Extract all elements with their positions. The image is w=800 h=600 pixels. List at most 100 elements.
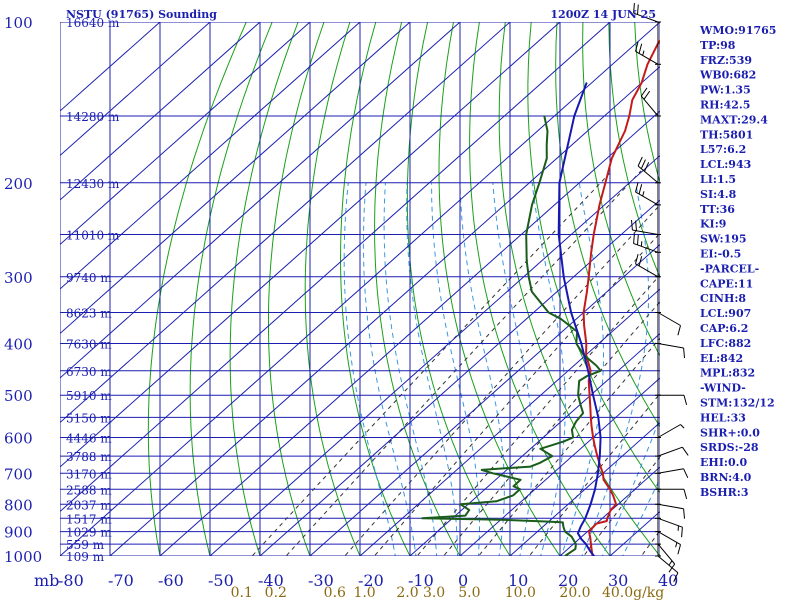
pressure-tick-label: 900: [4, 524, 33, 542]
temperature-point: [595, 523, 597, 525]
dry-adiabat: [608, 22, 660, 279]
temperature-point: [590, 370, 592, 372]
temperature-tick-label: 30: [608, 571, 628, 590]
temperature-point: [598, 204, 601, 206]
dewpoint-point: [548, 311, 550, 314]
station-title: NSTU (91765) Sounding: [66, 8, 217, 21]
pressure-tick-label: 1000: [4, 548, 42, 566]
height-label: 559 m: [66, 538, 105, 552]
index-item: SI:4.8: [700, 188, 737, 201]
mixing-ratio-label: 10.0: [505, 585, 536, 600]
temperature-point: [606, 517, 608, 519]
temperature-point: [590, 543, 592, 545]
temperature-point: [624, 130, 626, 132]
dewpoint-point: [526, 260, 528, 262]
temperature-tick-label: 10: [508, 571, 528, 590]
wind-barb: [657, 517, 683, 538]
wind-barb-column: [631, 3, 689, 583]
dewpoint-point: [500, 519, 502, 521]
height-label: 1029 m: [66, 526, 112, 540]
dewpoint-point: [481, 469, 483, 471]
dewpoint-point: [512, 485, 515, 487]
mixing-ratio-label: 3.0: [423, 585, 445, 600]
dry-adiabat: [189, 22, 273, 556]
dry-adiabat: [147, 22, 247, 556]
index-item: WB0:682: [699, 69, 756, 82]
mixing-ratio-label: 1.0: [353, 585, 375, 600]
dry-adiabat: [438, 22, 561, 556]
wind-barb: [658, 394, 688, 406]
pressure-tick-label: 100: [4, 14, 33, 32]
temperature-point: [628, 115, 630, 117]
index-item: TH:5801: [700, 128, 753, 141]
height-label: 14280 m: [66, 110, 120, 124]
parcel-point: [597, 472, 599, 474]
temperature-point: [602, 472, 604, 474]
wind-barb: [633, 233, 659, 253]
mixing-ratio-line: [285, 170, 642, 556]
height-label: 5910 m: [66, 389, 112, 403]
ylabel-mb: mb: [34, 571, 59, 590]
dry-adiabat: [527, 22, 660, 494]
mixing-ratio-label: 5.0: [458, 585, 480, 600]
temperature-tick-label: -70: [108, 571, 134, 590]
mixing-ratio-label: 0.6: [324, 585, 346, 600]
dewpoint-point: [571, 536, 573, 538]
dewpoint-point: [464, 515, 466, 517]
parcel-point: [570, 311, 572, 314]
dewpoint-point: [564, 531, 566, 533]
index-item: BSHR:3: [700, 486, 749, 499]
dewpoint-point: [546, 130, 549, 132]
dewpoint-point: [560, 318, 562, 320]
parcel-point: [585, 543, 587, 545]
dry-adiabat: [304, 22, 361, 556]
temperature-point: [609, 488, 611, 490]
dewpoint-point: [539, 448, 542, 450]
parcel-point: [587, 370, 589, 372]
dewpoint-point: [574, 548, 577, 550]
parcel-point: [580, 525, 582, 528]
dewpoint-point: [543, 115, 545, 117]
moist-adiabat: [383, 182, 438, 556]
temperature-point: [599, 466, 602, 468]
height-label: 109 m: [66, 550, 105, 564]
moist-adiabat: [459, 182, 505, 556]
index-item: L57:6.2: [700, 143, 746, 156]
dewpoint-point: [551, 455, 553, 457]
wind-barb: [657, 468, 689, 479]
wind-barb: [657, 343, 685, 359]
mixing-ratio-label: 2.0: [396, 585, 418, 600]
temperature-point: [583, 311, 585, 314]
pressure-tick-label: 300: [4, 269, 33, 287]
height-label: 3170 m: [66, 467, 112, 481]
pressure-tick-label: 700: [4, 465, 33, 483]
index-item: RH:42.5: [700, 99, 750, 112]
index-item: CAPE:11: [700, 277, 753, 290]
temperature-point: [590, 416, 592, 418]
temperature-point: [585, 354, 587, 356]
parcel-point: [600, 436, 602, 439]
parcel-point: [597, 416, 599, 418]
mixing-ratio-line: [477, 337, 660, 556]
index-item: SRDS:-28: [700, 441, 759, 454]
moist-adiabat: [531, 182, 566, 556]
dewpoint-point: [575, 342, 577, 345]
wind-barb: [635, 41, 659, 65]
temperature-point: [586, 291, 588, 293]
dewpoint-point: [582, 412, 584, 414]
height-label: 3788 m: [66, 450, 112, 464]
temperature-point: [588, 380, 590, 382]
grid-layer: [60, 22, 660, 556]
dewpoint-point: [571, 429, 573, 431]
temperature-point: [594, 444, 596, 446]
index-item: FRZ:539: [700, 54, 752, 67]
height-label: 8623 m: [66, 307, 112, 321]
index-item: MAXT:29.4: [700, 113, 768, 126]
mixing-ratio-label: 0.2: [265, 585, 287, 600]
temperature-point: [596, 455, 598, 457]
dewpoint-point: [564, 555, 566, 556]
mixing-ratio-line: [373, 232, 660, 556]
temperature-point: [588, 531, 590, 533]
mixing-ratio-line: [344, 204, 660, 556]
